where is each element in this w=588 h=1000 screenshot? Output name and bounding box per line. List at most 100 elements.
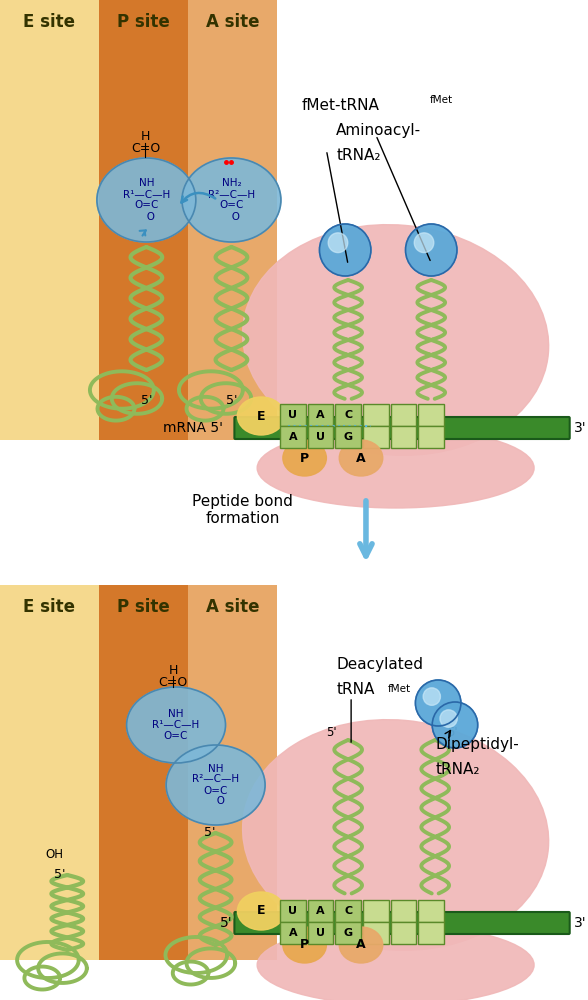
Ellipse shape — [243, 225, 549, 455]
Text: 3': 3' — [574, 916, 586, 930]
Bar — [280, 426, 306, 448]
Text: Deacylated: Deacylated — [336, 658, 423, 672]
Text: 5': 5' — [220, 916, 232, 930]
Text: G: G — [343, 432, 353, 442]
Text: A: A — [316, 410, 325, 420]
Text: A: A — [356, 452, 366, 464]
Text: U: U — [316, 928, 325, 938]
Ellipse shape — [97, 158, 196, 242]
Bar — [188, 0, 277, 440]
Text: R²—C—H: R²—C—H — [208, 190, 255, 200]
Text: Aminoacyl-: Aminoacyl- — [336, 122, 422, 137]
Circle shape — [415, 680, 461, 726]
Bar — [335, 426, 361, 448]
Bar — [390, 900, 416, 922]
Bar — [390, 404, 416, 426]
Text: 5': 5' — [447, 726, 457, 740]
Bar — [363, 404, 389, 426]
Text: Peptide bond
formation: Peptide bond formation — [192, 494, 293, 526]
Text: tRNA₂: tRNA₂ — [435, 762, 480, 776]
Bar — [280, 922, 306, 944]
Text: NH: NH — [139, 178, 154, 188]
Text: 5': 5' — [54, 868, 65, 882]
Text: O=C: O=C — [134, 200, 159, 211]
Bar — [335, 900, 361, 922]
Text: tRNA: tRNA — [336, 682, 375, 696]
Ellipse shape — [238, 397, 285, 435]
Circle shape — [328, 233, 348, 253]
Circle shape — [423, 688, 440, 705]
Text: fMet-tRNA: fMet-tRNA — [302, 98, 379, 112]
Bar — [308, 900, 333, 922]
Bar — [419, 404, 444, 426]
Text: P: P — [300, 938, 309, 952]
Bar — [390, 426, 416, 448]
Text: C: C — [344, 410, 352, 420]
Ellipse shape — [243, 720, 549, 950]
Ellipse shape — [283, 440, 326, 476]
Text: P: P — [300, 452, 309, 464]
Bar — [419, 922, 444, 944]
Text: R¹—C—H: R¹—C—H — [123, 190, 170, 200]
Circle shape — [406, 224, 457, 276]
Bar — [363, 426, 389, 448]
Text: H: H — [141, 130, 150, 143]
Text: U: U — [288, 410, 298, 420]
Text: O: O — [222, 212, 240, 222]
Text: A: A — [289, 432, 297, 442]
Circle shape — [440, 710, 457, 727]
Bar — [335, 922, 361, 944]
Ellipse shape — [166, 745, 265, 825]
Text: O: O — [206, 796, 225, 806]
Text: fMet: fMet — [387, 684, 411, 694]
Text: R¹—C—H: R¹—C—H — [152, 720, 200, 730]
Text: O=C: O=C — [203, 786, 228, 796]
Text: P site: P site — [117, 598, 170, 616]
Bar — [419, 900, 444, 922]
Ellipse shape — [238, 892, 285, 930]
Text: A site: A site — [206, 13, 259, 31]
Ellipse shape — [339, 927, 383, 963]
Text: E: E — [257, 904, 265, 918]
Text: E site: E site — [24, 598, 75, 616]
FancyBboxPatch shape — [235, 417, 570, 439]
Circle shape — [415, 233, 434, 253]
Text: mRNA 5': mRNA 5' — [162, 421, 222, 435]
Text: Dipeptidyl-: Dipeptidyl- — [435, 738, 519, 752]
Text: NH₂: NH₂ — [222, 178, 241, 188]
Ellipse shape — [126, 687, 226, 763]
Text: H: H — [168, 664, 178, 676]
Text: G: G — [343, 928, 353, 938]
Text: A: A — [316, 906, 325, 916]
Bar — [188, 585, 277, 960]
Bar — [363, 900, 389, 922]
Text: U: U — [288, 906, 298, 916]
Ellipse shape — [257, 428, 534, 508]
Bar — [0, 0, 99, 440]
Text: 5': 5' — [226, 393, 237, 406]
Bar — [363, 922, 389, 944]
Text: 5': 5' — [326, 726, 337, 740]
Text: A site: A site — [206, 598, 259, 616]
Text: OH: OH — [45, 848, 64, 861]
Bar — [99, 585, 188, 960]
Text: 5': 5' — [141, 393, 152, 406]
Text: E site: E site — [24, 13, 75, 31]
Text: C=O: C=O — [131, 141, 160, 154]
Text: NH: NH — [208, 764, 223, 774]
Ellipse shape — [257, 925, 534, 1000]
Text: O=C: O=C — [164, 731, 188, 741]
Text: 5': 5' — [204, 826, 216, 840]
Ellipse shape — [283, 927, 326, 963]
Circle shape — [319, 224, 371, 276]
FancyBboxPatch shape — [235, 912, 570, 934]
Bar — [0, 585, 99, 960]
Bar — [390, 922, 416, 944]
Text: A: A — [356, 938, 366, 952]
Bar — [419, 426, 444, 448]
Bar — [335, 404, 361, 426]
Text: O=C: O=C — [219, 200, 243, 211]
Text: tRNA₂: tRNA₂ — [336, 147, 381, 162]
Bar — [308, 426, 333, 448]
Text: C: C — [344, 906, 352, 916]
